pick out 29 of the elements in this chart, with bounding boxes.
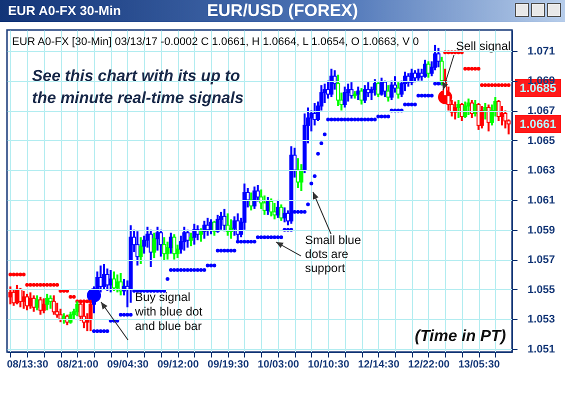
y-tick-label: 1.059 <box>528 224 556 236</box>
annotation: (Time in PT) <box>414 328 506 345</box>
y-tick-label: 1.061 <box>528 194 556 206</box>
annotation: See this chart with its up to the minute real-time signals <box>32 68 244 107</box>
y-tick-label: 1.063 <box>528 164 556 177</box>
x-tick-label: 08/13:30 <box>6 358 48 370</box>
annotation: Small blue dots are support <box>305 233 362 275</box>
x-tick-label: 13/05:30 <box>458 358 500 370</box>
x-tick-label: 10/10:30 <box>308 358 350 370</box>
x-tick-label: 12/14:30 <box>358 358 400 370</box>
y-tick-label: 1.065 <box>528 134 556 147</box>
x-tick-label: 09/19:30 <box>208 358 250 370</box>
x-tick-label: 12/22:00 <box>408 358 450 370</box>
text: EUR A0-FX [30-Min] 03/13/17 -0.0002 C 1.0661, H 1.0664, L 1.0654, O 1.0663, V 0 <box>12 36 419 48</box>
text: EUR A0-FX 30-Min <box>8 3 121 18</box>
y-tick-label: 1.053 <box>528 314 556 326</box>
y-tick-label: 1.055 <box>528 284 556 296</box>
y-tick-label: 1.071 <box>528 45 556 58</box>
x-tick-label: 09/04:30 <box>107 358 149 370</box>
annotation: Buy signal with blue dot and blue bar <box>134 290 204 333</box>
x-tick-label: 09/12:00 <box>157 358 199 370</box>
y-tick-label: 1.051 <box>528 344 556 356</box>
text: 1.0661 <box>520 117 557 131</box>
x-tick-label: 08/21:00 <box>57 358 99 370</box>
y-tick-label: 1.067 <box>528 105 556 117</box>
chart-title: EUR/USD (FOREX) <box>206 1 358 20</box>
x-tick-label: 10/03:00 <box>258 358 300 370</box>
annotation: Sell signal <box>456 39 511 53</box>
y-tick-label: 1.057 <box>528 254 556 266</box>
